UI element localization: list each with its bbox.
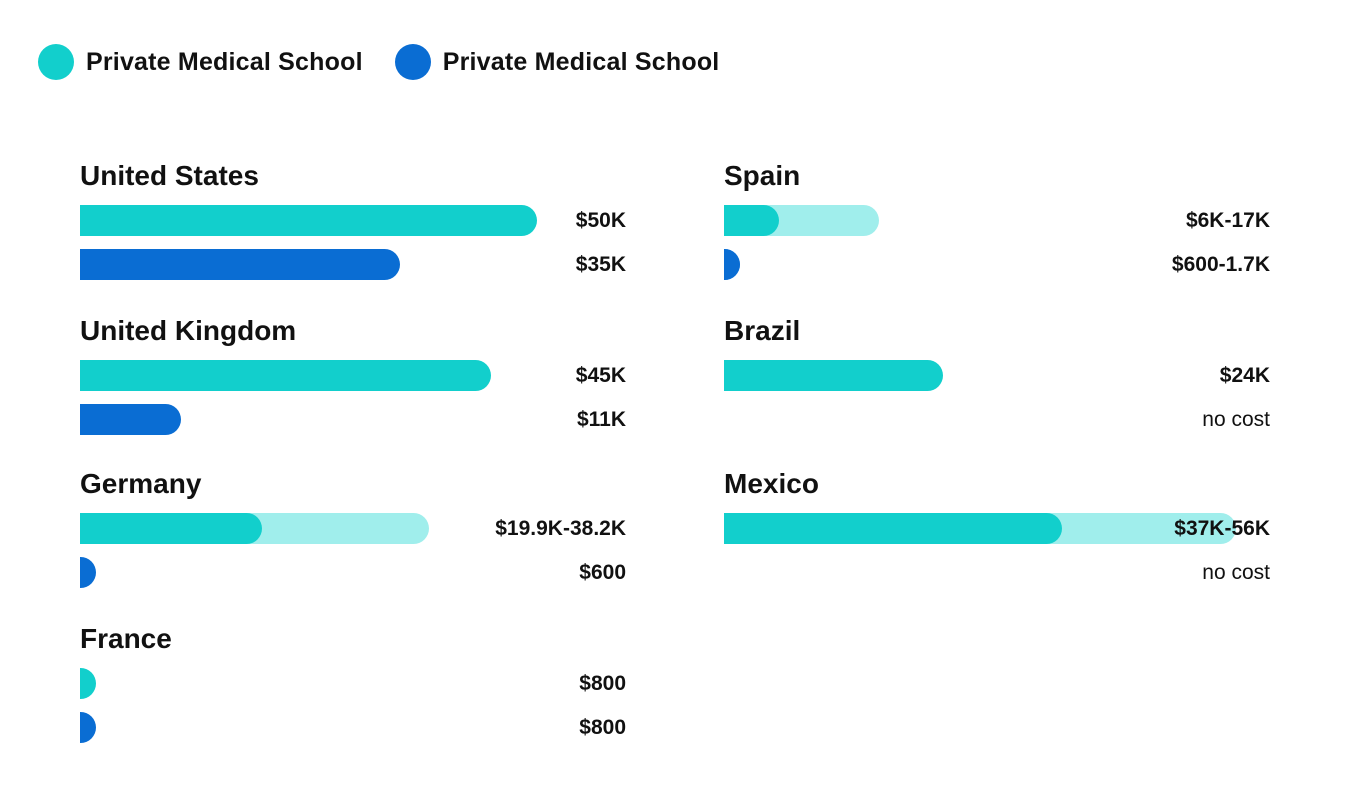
value-label-france-1: $800: [579, 672, 626, 695]
bar-united-states-1: [80, 205, 537, 236]
bar-spain-2: [724, 249, 740, 280]
bar-germany-2: [80, 557, 96, 588]
country-label-united-kingdom: United Kingdom: [80, 315, 297, 346]
value-label-united-kingdom-1: $45K: [575, 364, 626, 387]
country-label-mexico: Mexico: [724, 468, 819, 499]
value-label-spain-1: $6K-17K: [1185, 209, 1270, 232]
group-brazil: Brazil $24K no cost: [724, 317, 1270, 457]
country-label-united-states: United States: [80, 160, 259, 191]
country-label-spain: Spain: [724, 160, 801, 191]
group-france: France $800 $800: [80, 625, 626, 765]
group-germany: Germany $19.9K-38.2K $600: [80, 470, 626, 610]
bar-brazil-1: [724, 360, 944, 391]
value-label-brazil-1: $24K: [1219, 364, 1270, 387]
bar-france-1: [80, 668, 96, 699]
legend-swatch-series-2: [394, 44, 431, 80]
value-label-germany-1: $19.9K-38.2K: [495, 517, 626, 540]
value-label-germany-2: $600: [579, 561, 626, 584]
country-label-france: France: [80, 623, 172, 654]
bar-united-states-2: [80, 249, 400, 280]
bar-united-kingdom-1: [80, 360, 492, 391]
bar-france-2: [80, 712, 96, 743]
legend-label-series-2: Private Medical School: [442, 47, 720, 76]
legend: Private Medical School Private Medical S…: [38, 44, 751, 80]
legend-swatch-series-1: [38, 44, 74, 80]
value-label-brazil-2: no cost: [1202, 408, 1270, 431]
value-label-united-kingdom-2: $11K: [576, 408, 626, 431]
value-label-mexico-2: no cost: [1202, 561, 1270, 584]
legend-item-series-1: Private Medical School: [38, 44, 363, 80]
value-label-spain-2: $600-1.7K: [1171, 253, 1270, 276]
value-label-united-states-1: $50K: [575, 209, 626, 232]
bar-united-kingdom-2: [80, 404, 181, 435]
legend-label-series-1: Private Medical School: [86, 47, 363, 76]
group-united-kingdom: United Kingdom $45K $11K: [80, 317, 626, 457]
value-label-france-2: $800: [579, 716, 626, 739]
bar-mexico-1: [724, 513, 1063, 544]
country-label-germany: Germany: [80, 468, 202, 499]
group-mexico: Mexico $37K-56K no cost: [724, 470, 1270, 610]
bar-germany-1: [80, 513, 262, 544]
bar-spain-1: [724, 205, 779, 236]
legend-item-series-2: Private Medical School: [394, 44, 720, 80]
group-united-states: United States $50K $35K: [80, 162, 626, 302]
country-label-brazil: Brazil: [724, 315, 801, 346]
value-label-united-states-2: $35K: [575, 253, 626, 276]
value-label-mexico-1: $37K-56K: [1174, 517, 1270, 540]
group-spain: Spain $6K-17K $600-1.7K: [724, 162, 1270, 302]
